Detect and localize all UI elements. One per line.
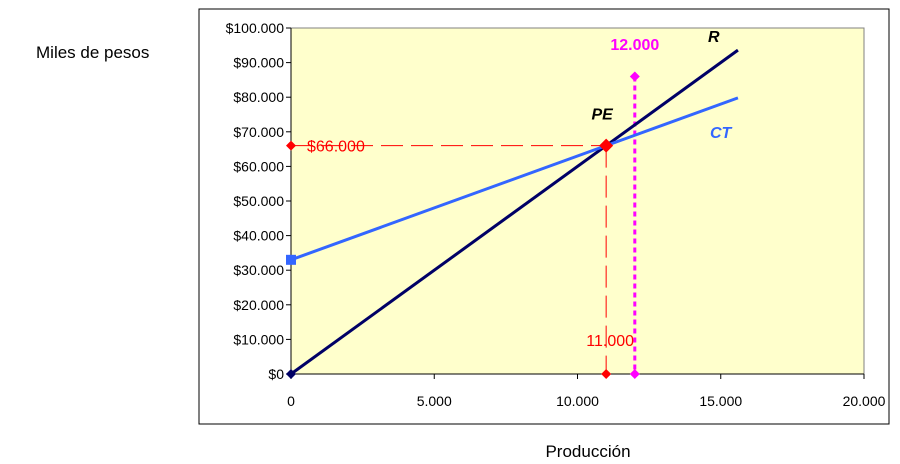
annotation-labels: R CT PE $66.000 11.000 12.000 [307,29,732,350]
markers [286,71,640,379]
series-label-ct: CT [710,125,733,142]
break-even-y-marker [286,140,296,151]
x-tick-label: 0 [287,393,295,409]
series-start-marker-r [286,369,296,379]
x-axis-title: Producción [545,442,630,461]
y-tick-label: $40.000 [233,228,284,244]
plot-area [290,27,865,375]
y-tick-label: $20.000 [233,297,284,313]
y-tick-label: $60.000 [233,158,284,174]
x-tick-label: 20.000 [843,393,886,409]
y-tick-label: $50.000 [233,193,284,209]
break-even-point-marker [599,138,614,153]
y-axis-title: Miles de pesos [36,43,149,62]
series-lines [290,48,739,376]
break-even-x-marker [601,369,612,379]
y-tick-label: $30.000 [233,262,284,278]
y-axis-ticks: $0 $10.000 $20.000 $30.000 $40.000 $50.000 $60… [226,20,292,382]
y-tick-label: $10.000 [233,331,284,347]
y-tick-label: $80.000 [233,89,284,105]
production-level-label: 12.000 [610,37,659,54]
production-level-bottom-marker [629,369,640,379]
y-tick-label: $0 [268,366,284,382]
x-tick-label: 10.000 [556,393,599,409]
series-start-marker-ct [286,254,296,265]
x-tick-label: 5.000 [417,393,452,409]
x-axis-ticks: 0 5.000 10.000 15.000 20.000 [287,373,886,409]
break-even-quantity-label: 11.000 [586,333,634,350]
y-tick-label: $70.000 [233,124,284,140]
break-even-value-label: $66.000 [307,139,365,156]
series-line-r [290,48,739,376]
x-tick-label: 15.000 [699,393,742,409]
y-tick-label: $90.000 [233,55,284,71]
production-level-top-marker [629,71,640,82]
y-tick-label: $100.000 [226,20,285,36]
series-label-r: R [708,29,720,46]
break-even-label: PE [591,107,614,124]
series-line-ct [290,96,739,262]
